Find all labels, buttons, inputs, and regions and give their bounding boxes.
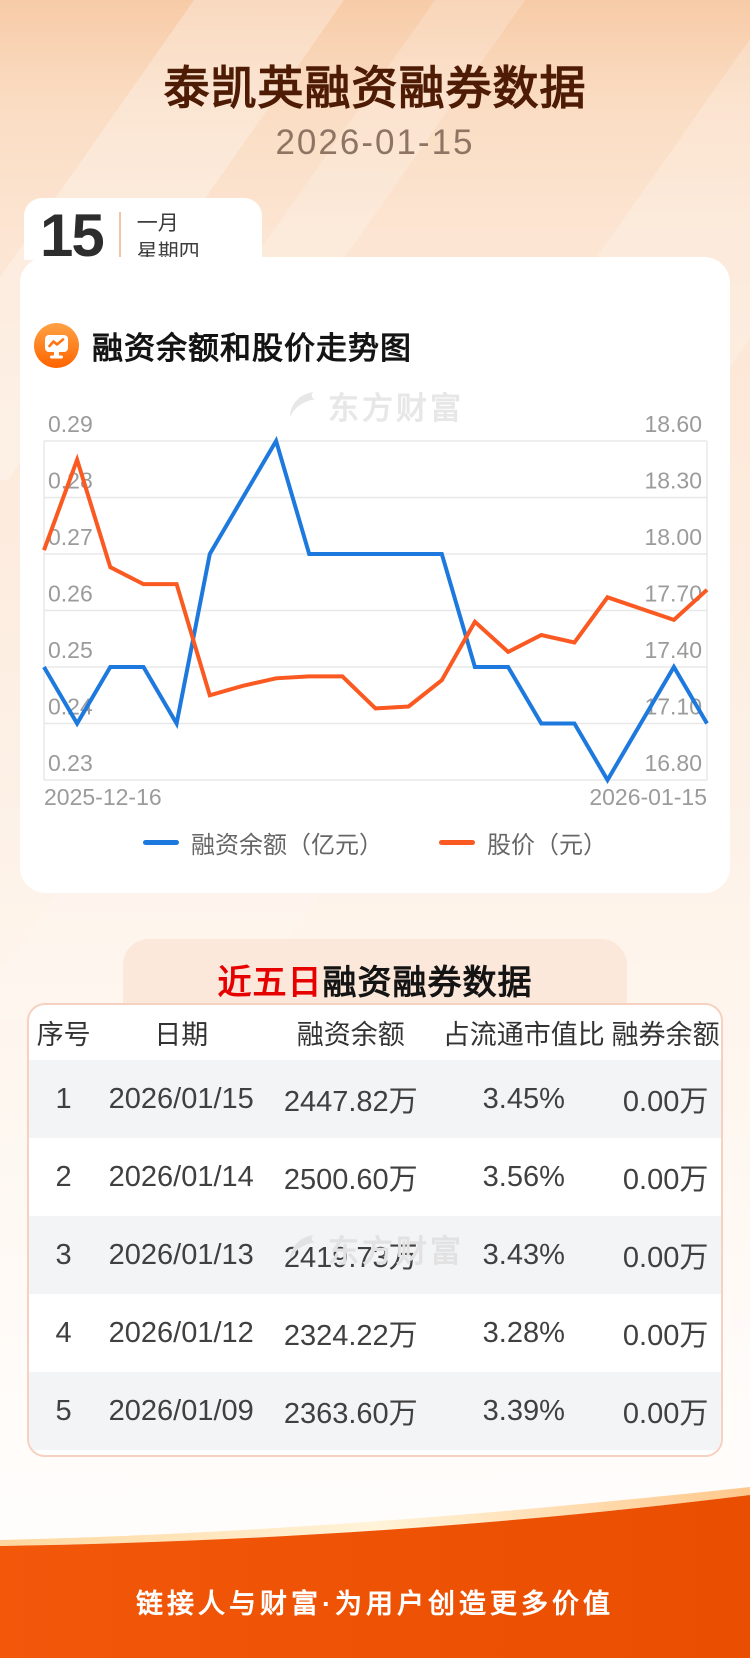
calendar-day: 15 <box>40 202 105 269</box>
table-row: 5 2026/01/09 2363.60万 3.39% 0.00万 <box>29 1372 721 1450</box>
table-cell: 2 <box>55 1160 72 1193</box>
table-cell: 2419.73万 <box>283 1242 418 1274</box>
table-cell: 5 <box>55 1394 72 1427</box>
legend-label: 融资余额（亿元） <box>191 832 383 859</box>
table-cell: 0.00万 <box>622 1320 709 1352</box>
left-axis-tick: 0.26 <box>48 581 93 607</box>
table-cell: 2447.82万 <box>283 1086 418 1118</box>
legend-dash-icon <box>439 840 475 845</box>
x-axis-end-label: 2026-01-15 <box>589 784 707 810</box>
table-cell: 2026/01/15 <box>108 1082 254 1115</box>
page-title: 泰凯英融资融券数据 <box>163 62 587 114</box>
table-cell: 2026/01/14 <box>108 1160 254 1193</box>
calendar-month: 一月 <box>136 212 179 235</box>
table-cell: 2026/01/12 <box>108 1316 254 1349</box>
legend-item: 股价（元） <box>439 825 607 860</box>
table-row: 1 2026/01/15 2447.82万 3.45% 0.00万 <box>29 1060 721 1138</box>
table-header-cell: 序号 <box>36 1020 91 1050</box>
table-row: 3 2026/01/13 2419.73万 3.43% 0.00万 <box>29 1216 721 1294</box>
table-header-cell: 融资余额 <box>296 1020 405 1050</box>
table-cell: 0.00万 <box>622 1086 709 1118</box>
table-header-cell: 占流通市值比 <box>442 1020 605 1050</box>
chart-monitor-icon <box>34 323 79 368</box>
chart-section-title: 融资余额和股价走势图 <box>92 331 412 366</box>
x-axis-start-label: 2025-12-16 <box>44 784 162 810</box>
calendar-card: 15 一月 星期四 <box>24 198 262 269</box>
left-axis-tick: 0.27 <box>48 524 93 550</box>
legend-dash-icon <box>143 840 179 845</box>
table-cell: 0.00万 <box>622 1164 709 1196</box>
table-cell: 3.39% <box>482 1394 565 1427</box>
table-title-rest: 融资融券数据 <box>322 964 533 1002</box>
footer: 链接人与财富·为用户创造更多价值 <box>0 1470 750 1658</box>
table-title-highlight: 近五日 <box>217 964 323 1002</box>
calendar-divider <box>118 212 121 268</box>
left-axis-tick: 0.25 <box>48 637 93 663</box>
right-axis-tick: 18.00 <box>644 524 702 550</box>
series-line-stock-price <box>42 453 709 711</box>
chart-card: 融资余额和股价走势图 东方财富 0.29 18.60 0.28 18.30 0.27 18… <box>20 257 730 893</box>
table-cell: 3.56% <box>482 1160 565 1193</box>
series-line-margin-balance <box>42 435 709 784</box>
table-cell: 0.00万 <box>622 1398 709 1430</box>
left-axis-tick: 0.29 <box>48 411 93 437</box>
page-date: 2026-01-15 <box>275 123 475 162</box>
table-cell: 3 <box>55 1238 72 1271</box>
table-cell: 2500.60万 <box>283 1164 418 1196</box>
right-axis-tick: 17.40 <box>644 637 702 663</box>
table-cell: 2363.60万 <box>283 1398 418 1430</box>
chart-legend: 融资余额（亿元） 股价（元） <box>20 825 730 860</box>
right-axis-tick: 18.60 <box>644 411 702 437</box>
line-chart: 0.29 18.600.28 18.300.27 18.000.26 17.700.25… <box>42 411 709 810</box>
table-cell: 3.45% <box>482 1082 565 1115</box>
table-cell: 2026/01/13 <box>108 1238 254 1271</box>
table-cell: 0.00万 <box>622 1242 709 1274</box>
table-cell: 2026/01/09 <box>108 1394 254 1427</box>
right-axis-tick: 18.30 <box>644 468 702 494</box>
table-cell: 2324.22万 <box>283 1320 418 1352</box>
footer-slogan: 链接人与财富·为用户创造更多价值 <box>136 1589 614 1619</box>
left-axis-tick: 0.23 <box>48 750 93 776</box>
legend-label: 股价（元） <box>487 832 607 859</box>
table-cell: 1 <box>55 1082 72 1115</box>
table-row: 4 2026/01/12 2324.22万 3.28% 0.00万 <box>29 1294 721 1372</box>
table-cell: 3.28% <box>482 1316 565 1349</box>
table-cell: 4 <box>55 1316 72 1349</box>
table-row: 2 2026/01/14 2500.60万 3.56% 0.00万 <box>29 1138 721 1216</box>
table-header-cell: 融券余额 <box>611 1020 720 1050</box>
footer-wave <box>0 1487 750 1658</box>
data-table: 序号 日期 融资余额 占流通市值比 融券余额 1 2026/01/15 2447.82万 3.4… <box>27 1003 723 1457</box>
table-header-cell: 日期 <box>154 1020 209 1050</box>
legend-item: 融资余额（亿元） <box>143 825 383 860</box>
right-axis-tick: 16.80 <box>644 750 702 776</box>
table-header-row: 序号 日期 融资余额 占流通市值比 融券余额 <box>29 1005 721 1060</box>
table-cell: 3.43% <box>482 1238 565 1271</box>
